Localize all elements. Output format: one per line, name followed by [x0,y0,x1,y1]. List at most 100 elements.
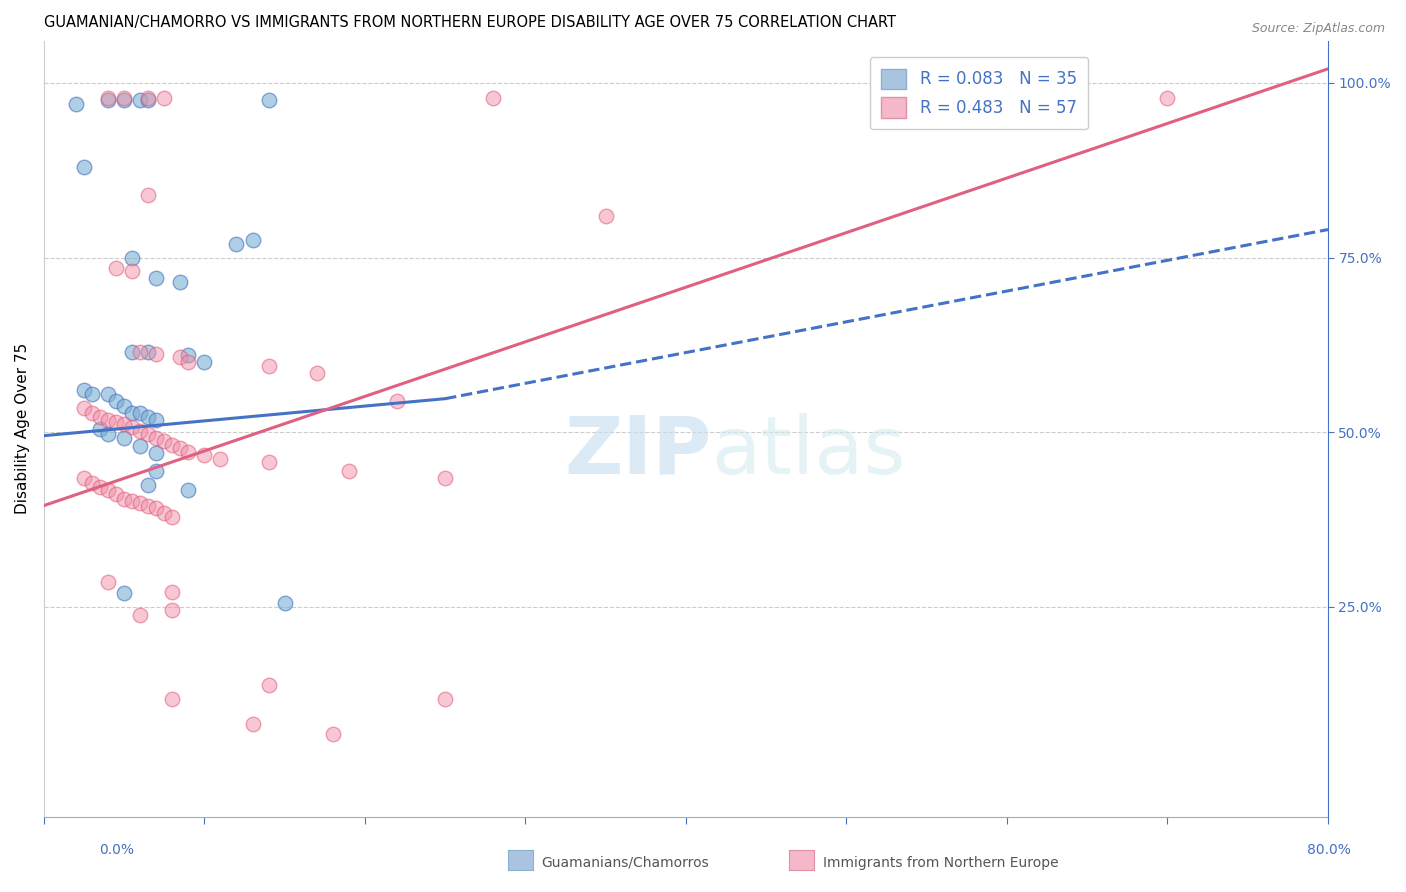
Text: atlas: atlas [711,413,905,491]
Text: 80.0%: 80.0% [1306,843,1351,857]
Point [129,496,152,510]
Point [89,409,111,424]
Point [129,93,152,107]
Point [112,399,135,413]
Text: GUAMANIAN/CHAMORRO VS IMMIGRANTS FROM NORTHERN EUROPE DISABILITY AGE OVER 75 COR: GUAMANIAN/CHAMORRO VS IMMIGRANTS FROM NO… [44,15,896,30]
Point [129,608,152,623]
Point [169,350,191,364]
Point [121,419,143,434]
Text: ZIP: ZIP [564,413,711,491]
Point [162,510,184,524]
Point [112,491,135,506]
Point [242,717,264,731]
Point [145,347,167,361]
Point [1156,91,1178,105]
Point [65,96,87,111]
Point [257,678,280,692]
Point [105,260,128,275]
Point [169,275,191,289]
Point [482,91,505,105]
Point [162,438,184,452]
Point [73,160,96,174]
Point [242,233,264,247]
Point [121,406,143,420]
Point [322,727,344,741]
Point [112,93,135,107]
Point [136,409,159,424]
Point [105,486,128,500]
Point [257,93,280,107]
Point [73,384,96,398]
Point [193,355,215,369]
Text: Guamanians/Chamorros: Guamanians/Chamorros [541,855,709,870]
Point [121,264,143,278]
Point [97,483,120,497]
Point [434,470,457,484]
Point [112,417,135,431]
Point [595,209,617,223]
Point [105,415,128,429]
Point [80,475,103,490]
Point [169,441,191,455]
Point [257,454,280,468]
Point [145,446,167,460]
Point [305,366,328,380]
Point [209,451,232,466]
Point [434,692,457,706]
Point [97,386,120,401]
Point [153,91,176,105]
Point [145,464,167,478]
Point [97,412,120,426]
Point [145,500,167,515]
Point [337,464,360,478]
Point [145,412,167,426]
Point [129,424,152,438]
Point [193,448,215,462]
Point [121,251,143,265]
Text: Immigrants from Northern Europe: Immigrants from Northern Europe [823,855,1059,870]
Point [97,426,120,441]
Point [162,692,184,706]
Point [121,493,143,508]
Point [73,401,96,415]
Point [136,499,159,513]
Point [162,584,184,599]
Point [136,344,159,359]
Text: Source: ZipAtlas.com: Source: ZipAtlas.com [1251,22,1385,36]
Point [177,444,200,458]
Point [177,483,200,497]
Point [153,506,176,520]
Point [153,434,176,448]
Point [257,359,280,373]
Y-axis label: Disability Age Over 75: Disability Age Over 75 [15,343,30,515]
Point [89,480,111,494]
Point [136,426,159,441]
Point [73,470,96,484]
Point [112,586,135,600]
Point [385,393,408,408]
Point [129,344,152,359]
Legend: R = 0.083   N = 35, R = 0.483   N = 57: R = 0.083 N = 35, R = 0.483 N = 57 [870,57,1088,129]
Point [129,439,152,453]
Point [121,344,143,359]
Point [80,386,103,401]
Point [145,271,167,285]
Point [112,431,135,445]
Point [225,236,247,251]
Point [136,93,159,107]
Point [136,477,159,491]
Point [136,91,159,105]
Point [89,422,111,436]
Point [177,348,200,362]
Point [145,431,167,445]
Point [177,355,200,369]
Point [80,406,103,420]
Point [112,91,135,105]
Point [136,187,159,202]
Point [162,603,184,617]
Point [273,596,295,610]
Point [97,93,120,107]
Point [97,91,120,105]
Text: 0.0%: 0.0% [100,843,134,857]
Point [105,393,128,408]
